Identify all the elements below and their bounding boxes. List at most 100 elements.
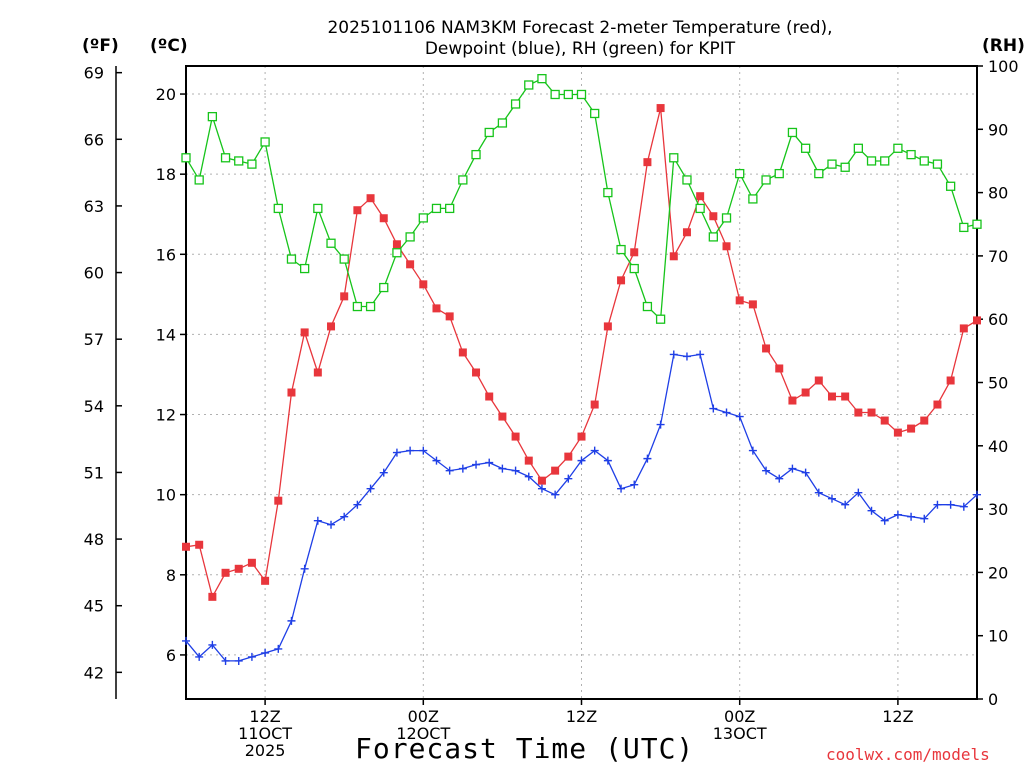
data-point-dewpoint bbox=[445, 466, 454, 475]
data-point-relative-humidity bbox=[392, 248, 402, 258]
plot-frame bbox=[185, 65, 978, 700]
data-point-relative-humidity bbox=[313, 203, 323, 214]
celsius-tick-label: 20 bbox=[156, 85, 176, 104]
data-point-dewpoint bbox=[617, 484, 626, 493]
data-point-relative-humidity bbox=[814, 168, 824, 179]
credit-link[interactable]: coolwx.com/models bbox=[826, 745, 990, 764]
fahrenheit-tick-label: 69 bbox=[84, 64, 104, 83]
data-point-relative-humidity bbox=[550, 89, 560, 100]
data-point-dewpoint bbox=[590, 446, 599, 455]
x-axis-title: Forecast Time (UTC) bbox=[355, 732, 695, 765]
data-point-relative-humidity bbox=[405, 232, 415, 242]
data-point-2-meter-temperature bbox=[564, 452, 573, 461]
data-point-dewpoint bbox=[366, 484, 375, 493]
data-point-2-meter-temperature bbox=[327, 322, 336, 331]
chart-title-line-1: 2025101106 NAM3KM Forecast 2-meter Tempe… bbox=[327, 18, 833, 38]
rh-tick-label: 10 bbox=[988, 627, 1008, 646]
data-point-relative-humidity bbox=[603, 187, 613, 198]
rh-tick-label: 70 bbox=[988, 247, 1008, 266]
data-point-relative-humidity bbox=[629, 263, 639, 274]
data-point-2-meter-temperature bbox=[353, 206, 362, 215]
data-point-2-meter-temperature bbox=[313, 368, 322, 377]
data-point-dewpoint bbox=[748, 446, 757, 455]
data-point-relative-humidity bbox=[840, 162, 850, 172]
data-point-2-meter-temperature bbox=[432, 304, 441, 313]
data-point-relative-humidity bbox=[932, 159, 943, 169]
data-point-2-meter-temperature bbox=[775, 364, 784, 373]
fahrenheit-tick-label: 54 bbox=[84, 397, 104, 416]
data-point-dewpoint bbox=[656, 420, 665, 429]
data-point-dewpoint bbox=[854, 488, 863, 497]
data-point-2-meter-temperature bbox=[762, 344, 771, 353]
data-point-dewpoint bbox=[432, 456, 441, 465]
data-point-2-meter-temperature bbox=[801, 388, 810, 397]
rh-axis-label: (RH) bbox=[982, 36, 1024, 56]
data-point-2-meter-temperature bbox=[472, 368, 481, 377]
data-point-2-meter-temperature bbox=[933, 400, 942, 409]
data-point-relative-humidity bbox=[893, 143, 903, 153]
x-tick-label: 12Z bbox=[882, 707, 913, 726]
data-point-relative-humidity bbox=[735, 168, 745, 179]
data-point-2-meter-temperature bbox=[445, 312, 454, 321]
rh-tick-label: 90 bbox=[988, 120, 1008, 139]
data-point-dewpoint bbox=[801, 468, 810, 477]
data-point-2-meter-temperature bbox=[669, 252, 678, 261]
data-point-dewpoint bbox=[788, 464, 797, 473]
data-point-dewpoint bbox=[630, 480, 639, 489]
rh-tick-label: 20 bbox=[988, 563, 1008, 582]
data-point-2-meter-temperature bbox=[287, 388, 296, 397]
data-point-2-meter-temperature bbox=[827, 392, 836, 401]
data-point-dewpoint bbox=[537, 484, 546, 493]
data-point-2-meter-temperature bbox=[854, 408, 863, 417]
data-point-relative-humidity bbox=[721, 213, 732, 223]
celsius-tick-label: 18 bbox=[156, 165, 176, 184]
data-point-2-meter-temperature bbox=[274, 496, 283, 505]
data-point-2-meter-temperature bbox=[630, 248, 639, 257]
data-point-dewpoint bbox=[880, 516, 889, 525]
data-point-2-meter-temperature bbox=[617, 276, 626, 285]
data-point-relative-humidity bbox=[365, 301, 376, 312]
data-point-dewpoint bbox=[933, 500, 942, 509]
data-point-relative-humidity bbox=[906, 149, 916, 160]
data-point-2-meter-temperature bbox=[722, 242, 731, 251]
data-point-2-meter-temperature bbox=[379, 214, 388, 223]
data-point-relative-humidity bbox=[524, 80, 534, 90]
data-point-relative-humidity bbox=[234, 156, 244, 166]
celsius-tick-label: 6 bbox=[166, 646, 176, 665]
data-point-relative-humidity bbox=[497, 118, 508, 128]
data-point-2-meter-temperature bbox=[788, 396, 797, 405]
data-point-2-meter-temperature bbox=[907, 424, 916, 433]
data-point-relative-humidity bbox=[352, 301, 363, 312]
data-point-dewpoint bbox=[907, 512, 916, 521]
data-point-relative-humidity bbox=[458, 175, 468, 185]
data-point-2-meter-temperature bbox=[841, 392, 850, 401]
data-point-relative-humidity bbox=[919, 156, 929, 166]
data-point-relative-humidity bbox=[616, 244, 626, 255]
data-point-relative-humidity bbox=[761, 175, 771, 185]
data-point-relative-humidity bbox=[563, 89, 573, 100]
rh-tick-label: 60 bbox=[988, 310, 1008, 329]
series-line-dewpoint bbox=[185, 353, 978, 662]
data-point-dewpoint bbox=[762, 466, 771, 475]
data-point-2-meter-temperature bbox=[221, 568, 230, 577]
data-point-2-meter-temperature bbox=[867, 408, 876, 417]
data-point-2-meter-temperature bbox=[748, 300, 757, 309]
data-point-2-meter-temperature bbox=[406, 260, 415, 269]
data-point-2-meter-temperature bbox=[682, 228, 691, 237]
data-point-dewpoint bbox=[775, 474, 784, 483]
data-point-2-meter-temperature bbox=[498, 412, 507, 421]
data-point-2-meter-temperature bbox=[551, 466, 560, 475]
data-point-dewpoint bbox=[551, 490, 560, 499]
x-tick-label: 00Z bbox=[408, 707, 439, 726]
data-point-2-meter-temperature bbox=[537, 476, 546, 485]
data-point-relative-humidity bbox=[299, 263, 310, 274]
data-point-relative-humidity bbox=[326, 238, 336, 248]
data-point-2-meter-temperature bbox=[880, 416, 889, 425]
data-point-dewpoint bbox=[379, 468, 388, 477]
rh-tick-label: 80 bbox=[988, 184, 1008, 203]
data-point-2-meter-temperature bbox=[735, 296, 744, 305]
data-point-dewpoint bbox=[722, 408, 731, 417]
data-point-2-meter-temperature bbox=[247, 558, 256, 567]
data-point-2-meter-temperature bbox=[973, 316, 981, 325]
